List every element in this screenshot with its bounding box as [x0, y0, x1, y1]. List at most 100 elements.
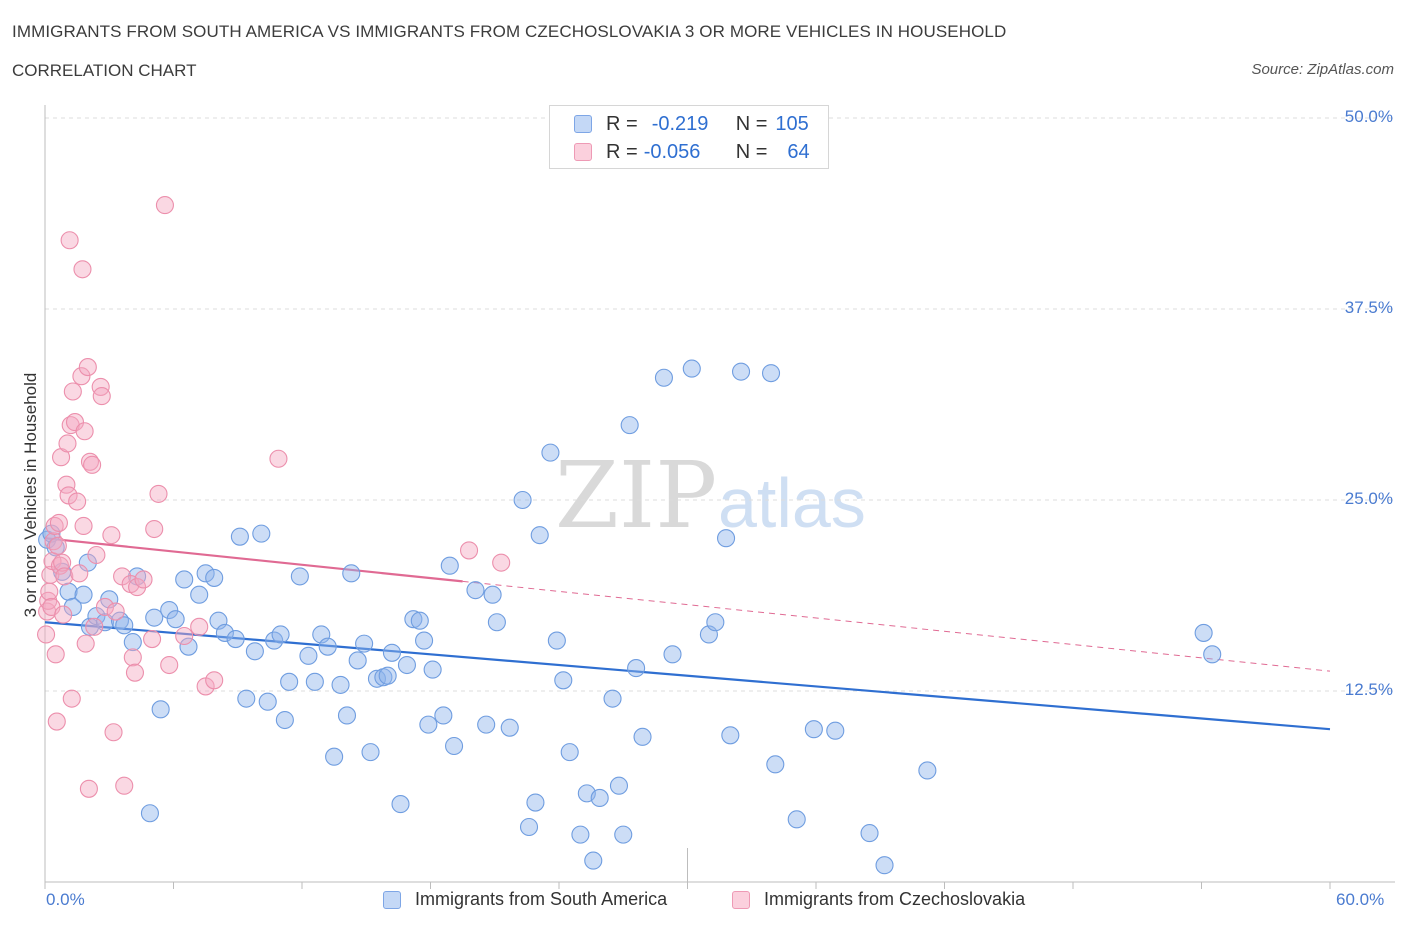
legend-n-value: 64 — [787, 140, 810, 163]
point-czechoslovakia — [41, 565, 60, 584]
point-south-america — [355, 634, 374, 653]
point-south-america — [230, 527, 249, 546]
legend-row-czechoslovakia: R = -0.056 N = 64 — [574, 141, 810, 163]
point-south-america — [378, 666, 397, 685]
stats-legend: R = -0.219 N = 105 R = -0.056 N = 64 — [549, 105, 829, 169]
y-axis-label: 3 or more Vehicles in Household — [21, 372, 40, 618]
legend-item-czechoslovakia: Immigrants from Czechoslovakia — [732, 889, 1025, 910]
point-south-america — [860, 824, 879, 843]
point-south-america — [63, 597, 82, 617]
y-tick-label: 50.0% — [1344, 107, 1393, 126]
point-south-america — [477, 715, 496, 734]
point-south-america — [205, 568, 224, 587]
point-south-america — [434, 706, 453, 725]
point-south-america — [547, 631, 566, 650]
legend-swatch-pink — [732, 890, 750, 909]
point-czechoslovakia — [95, 597, 115, 617]
point-south-america — [123, 633, 142, 652]
point-south-america — [766, 755, 785, 774]
point-south-america — [609, 776, 629, 795]
axes — [44, 105, 1395, 889]
point-czechoslovakia — [145, 519, 164, 539]
point-czechoslovakia — [83, 455, 102, 474]
point-czechoslovakia — [73, 260, 92, 279]
legend-row-south-america: R = -0.219 N = 105 — [574, 113, 809, 135]
point-south-america — [331, 675, 350, 694]
point-south-america — [918, 761, 937, 780]
point-czechoslovakia — [149, 484, 168, 503]
point-czechoslovakia — [75, 422, 94, 441]
point-czechoslovakia — [54, 605, 73, 624]
source-label: Source: ZipAtlas.com — [1251, 61, 1394, 78]
point-south-america — [348, 651, 367, 670]
point-czechoslovakia — [55, 567, 74, 586]
point-czechoslovakia — [92, 387, 111, 406]
point-south-america — [151, 700, 170, 719]
point-south-america — [620, 416, 639, 435]
point-czechoslovakia — [80, 452, 100, 471]
point-czechoslovakia — [68, 492, 87, 511]
point-czechoslovakia — [72, 367, 91, 386]
point-south-america — [721, 726, 740, 745]
point-south-america — [325, 747, 344, 766]
point-czechoslovakia — [70, 564, 89, 583]
series-legend: Immigrants from South America Immigrants… — [0, 889, 1406, 915]
point-czechoslovakia — [37, 625, 56, 644]
point-czechoslovakia — [175, 626, 194, 646]
point-south-america — [290, 567, 309, 586]
point-czechoslovakia — [47, 712, 66, 731]
point-south-america — [875, 856, 894, 875]
legend-item-label: Immigrants from Czechoslovakia — [764, 889, 1026, 909]
point-south-america — [160, 600, 179, 620]
point-south-america — [682, 359, 701, 378]
point-south-america — [318, 637, 337, 656]
point-south-america — [140, 804, 159, 823]
point-czechoslovakia — [160, 655, 179, 675]
point-south-america — [80, 617, 100, 636]
point-czechoslovakia — [50, 556, 70, 575]
x-tick-label-min: 0.0% — [46, 890, 85, 909]
point-czechoslovakia — [125, 663, 144, 682]
point-south-america — [252, 524, 271, 543]
point-south-america — [337, 706, 357, 725]
x-tick-label-max: 60.0% — [1336, 890, 1385, 909]
point-czechoslovakia — [58, 434, 77, 453]
point-south-america — [404, 610, 423, 629]
point-south-america — [258, 692, 277, 711]
point-south-america — [397, 655, 416, 675]
point-south-america — [445, 736, 464, 756]
point-south-america — [305, 672, 324, 691]
y-tick-label: 25.0% — [1344, 489, 1393, 508]
point-south-america — [440, 556, 459, 575]
legend-r-value: -0.219 — [651, 112, 709, 135]
point-south-america — [761, 364, 781, 383]
chart-title: IMMIGRANTS FROM SOUTH AMERICA VS IMMIGRA… — [12, 22, 1007, 41]
chart-subtitle: CORRELATION CHART — [12, 61, 197, 80]
point-czechoslovakia — [155, 196, 174, 215]
point-south-america — [654, 368, 673, 387]
watermark: ZIP atlas — [555, 442, 866, 549]
point-south-america — [410, 611, 429, 630]
point-south-america — [560, 743, 579, 762]
point-south-america — [627, 659, 646, 678]
point-czechoslovakia — [123, 648, 142, 667]
trend-line-czechoslovakia — [44, 537, 463, 583]
point-czechoslovakia — [91, 377, 110, 396]
point-south-america — [237, 689, 256, 708]
point-south-america — [519, 817, 539, 837]
point-czechoslovakia — [205, 671, 224, 690]
point-south-america — [590, 788, 609, 808]
point-czechoslovakia — [60, 231, 79, 250]
point-czechoslovakia — [87, 545, 106, 565]
point-czechoslovakia — [40, 582, 59, 601]
point-south-america — [500, 718, 519, 737]
point-south-america — [663, 645, 682, 664]
point-south-america — [95, 613, 115, 632]
point-czechoslovakia — [190, 617, 209, 636]
point-south-america — [382, 643, 402, 662]
point-south-america — [554, 671, 573, 690]
point-south-america — [74, 585, 93, 604]
point-czechoslovakia — [115, 776, 134, 795]
point-south-america — [245, 642, 264, 661]
